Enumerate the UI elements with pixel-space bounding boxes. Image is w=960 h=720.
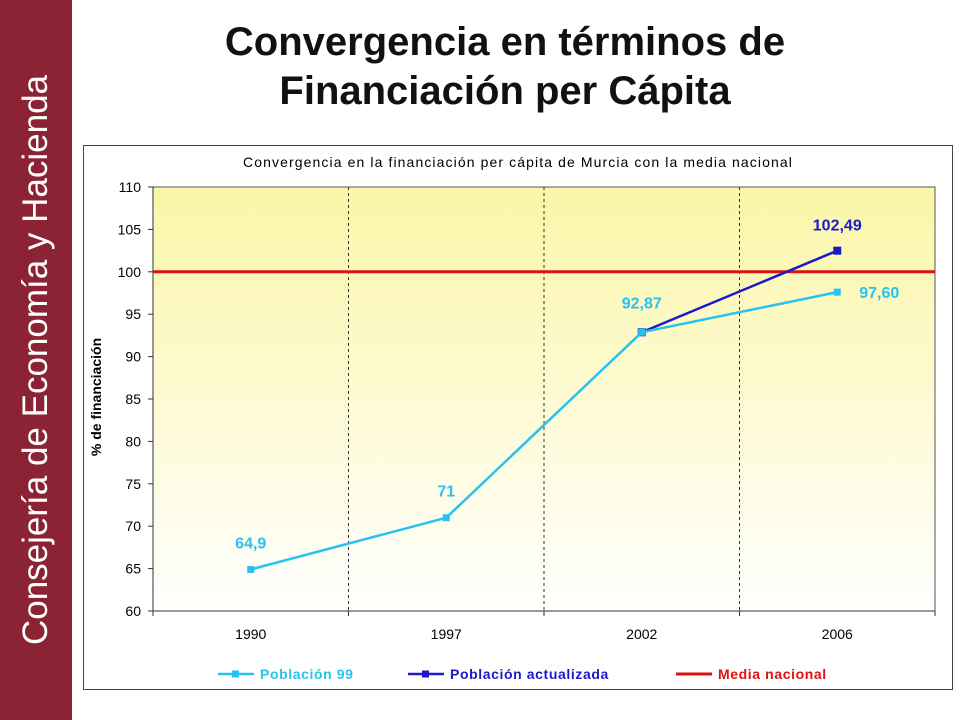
data-label-poblacion-99: 92,87 [622,295,662,312]
sidebar: Consejería de Economía y Hacienda [0,0,72,720]
legend-label-poblacion-99: Población 99 [260,666,354,682]
y-tick-label: 75 [125,476,141,492]
y-tick-label: 85 [125,391,141,407]
y-tick-label: 60 [125,603,141,619]
y-tick-label: 110 [119,179,142,195]
data-point-poblacion-99 [833,288,841,296]
data-labels: 64,9 71 92,87 97,60 102,49 [235,218,899,553]
data-point-poblacion-99 [638,328,646,336]
data-label-poblacion-99: 71 [437,484,455,501]
slide-title-line-1: Convergencia en términos de [224,20,786,64]
y-tick-label: 70 [125,518,141,534]
y-axis-label: % de financiación [88,338,104,456]
y-tick-label: 105 [118,221,142,237]
axes: 60 65 70 75 80 85 90 95 100 105 110 1990 1997 2002 200… [118,179,936,642]
y-tick-label: 95 [125,306,141,322]
legend-label-poblacion-actualizada: Población actualizada [450,666,609,682]
y-tick-label: 80 [125,433,141,449]
chart-title: Convergencia en la financiación per cápi… [243,154,793,170]
series-line-poblacion-99 [250,290,838,571]
data-point-poblacion-99 [442,514,450,522]
data-point-poblacion-99 [247,565,255,573]
legend: Población 99 Población actualizada Media n… [218,666,827,682]
gridlines [348,187,740,611]
x-tick-label: 1990 [235,626,266,642]
data-label-poblacion-99: 64,9 [235,535,266,552]
series-line-poblacion-actualizada [641,249,838,334]
y-tick-label: 90 [125,349,141,365]
x-tick-label: 2006 [822,626,853,642]
legend-marker-poblacion-actualizada [422,670,429,678]
y-tick-label: 65 [125,561,141,577]
data-label-poblacion-99: 97,60 [859,285,899,302]
slide-title-line-2: Financiación per Cápita [279,69,731,113]
x-tick-label: 2002 [626,626,657,642]
legend-marker-poblacion-99 [232,670,239,678]
slide-title: Convergencia en términos de Financiación… [90,18,920,116]
data-point-poblacion-actualizada [833,246,842,255]
legend-label-media-nacional: Media nacional [718,666,827,682]
y-tick-label: 100 [118,264,142,280]
x-tick-label: 1997 [431,626,462,642]
series-layer [153,246,935,573]
data-label-poblacion-actualizada: 102,49 [813,218,862,235]
